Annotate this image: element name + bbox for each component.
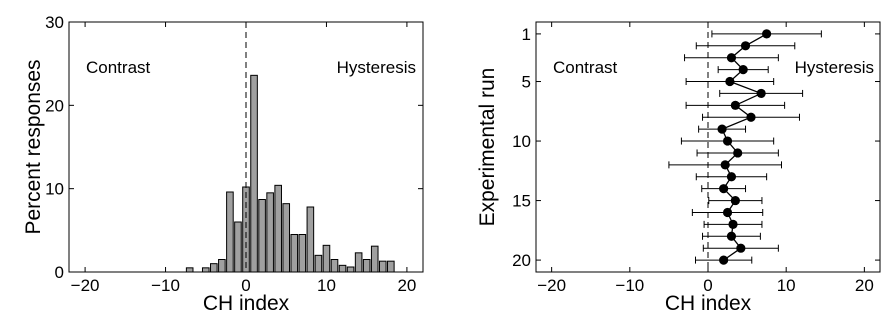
- histogram-bar: [201, 267, 210, 273]
- runs-data-point: [730, 100, 740, 110]
- histogram-bar: [242, 186, 250, 273]
- histogram-bar: [330, 259, 339, 273]
- runs-x-tick-label: −10: [615, 276, 644, 295]
- histogram-bar: [274, 184, 282, 273]
- histogram-bar: [250, 74, 258, 273]
- histogram-bar: [266, 192, 274, 273]
- runs-data-point: [736, 243, 746, 253]
- histogram-x-tick-label: −20: [71, 276, 100, 295]
- histogram-bar: [226, 191, 234, 273]
- runs-data-point: [756, 88, 766, 99]
- runs-data-point: [719, 255, 729, 265]
- runs-x-axis-label: CH index: [665, 292, 752, 315]
- runs-y-tick-label: 1: [522, 25, 531, 44]
- histogram-bar: [282, 203, 291, 273]
- histogram-bar: [354, 252, 363, 273]
- histogram-x-tick-label: 20: [397, 276, 416, 295]
- histogram-bar: [306, 206, 315, 273]
- histogram-bar: [290, 234, 299, 273]
- histogram-bar: [210, 263, 218, 273]
- runs-y-tick-label: 10: [512, 132, 531, 151]
- runs-data-point: [726, 53, 737, 63]
- runs-data-point: [733, 148, 743, 158]
- histogram-x-tick-label: −10: [151, 276, 180, 295]
- histogram-y-tick-label: 10: [45, 180, 64, 199]
- histogram-y-tick-label: 0: [55, 263, 64, 282]
- runs-data-point: [725, 76, 735, 87]
- histogram-x-tick-label: 10: [317, 276, 336, 295]
- histogram-bar: [346, 266, 355, 273]
- histogram-hysteresis-label: Hysteresis: [337, 58, 416, 77]
- runs-x-tick-label: 20: [855, 276, 874, 295]
- runs-y-tick-label: 5: [522, 73, 531, 92]
- runs-data-point: [728, 219, 738, 229]
- histogram-bar: [258, 199, 266, 273]
- runs-x-tick-label: 10: [777, 276, 796, 295]
- runs-x-tick-label: −20: [537, 276, 566, 295]
- runs-data-point: [722, 207, 733, 218]
- histogram-bar: [218, 259, 226, 273]
- histogram-contrast-label: Contrast: [86, 58, 151, 77]
- histogram-y-axis-label: Percent responses: [22, 59, 45, 234]
- histogram-bar: [387, 260, 395, 273]
- runs-panel: Experimental run CH index Contrast Hyste…: [476, 21, 881, 315]
- histogram-x-tick-label: 0: [241, 276, 250, 295]
- runs-data-point: [717, 124, 727, 134]
- histogram-x-axis-label: CH index: [203, 292, 290, 315]
- runs-x-tick-label: 0: [703, 276, 712, 295]
- histogram-bar: [338, 264, 347, 273]
- runs-data-point: [762, 29, 772, 39]
- histogram-y-tick-label: 30: [45, 13, 64, 32]
- histogram-bar: [362, 259, 371, 273]
- histogram-y-tick-label: 20: [45, 96, 64, 115]
- runs-data-point: [726, 172, 737, 182]
- runs-data-point: [719, 184, 729, 194]
- histogram-bar: [234, 221, 242, 273]
- histogram-bar: [370, 245, 379, 273]
- runs-y-axis-label: Experimental run: [476, 68, 499, 227]
- histogram-bar: [314, 254, 323, 273]
- runs-y-tick-label: 20: [512, 251, 531, 270]
- runs-contrast-label: Contrast: [553, 58, 618, 77]
- runs-data-point: [738, 65, 748, 75]
- histogram-bar: [322, 244, 331, 273]
- runs-data-point: [740, 41, 751, 51]
- runs-data-point: [726, 231, 737, 241]
- histogram-bar: [378, 260, 387, 273]
- runs-data-point: [720, 160, 730, 170]
- histogram-bar: [298, 234, 307, 273]
- runs-y-tick-label: 15: [512, 192, 531, 211]
- runs-data-point: [746, 112, 756, 122]
- histogram-panel: Percent responses CH index Contrast Hyst…: [22, 13, 424, 315]
- runs-data-point: [722, 136, 733, 146]
- runs-hysteresis-label: Hysteresis: [795, 58, 874, 77]
- histogram-bar: [185, 267, 194, 273]
- runs-data-point: [730, 195, 740, 206]
